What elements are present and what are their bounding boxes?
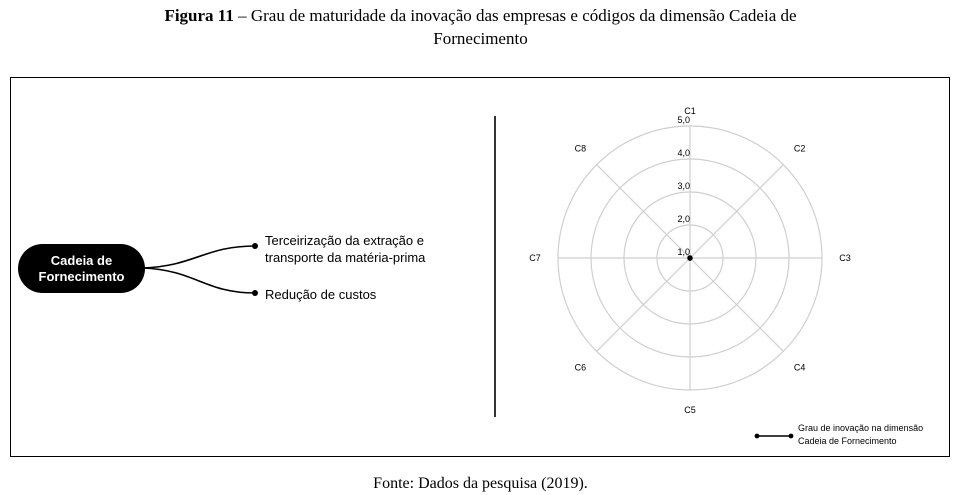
axis-label-C8: C8 bbox=[575, 143, 587, 153]
axis-label-C1: C1 bbox=[684, 106, 696, 116]
tick-label-2: 2,0 bbox=[677, 214, 690, 224]
axis-label-C3: C3 bbox=[839, 253, 851, 263]
connector-branch-2 bbox=[142, 267, 256, 294]
root-label-line2: Fornecimento bbox=[38, 269, 125, 284]
spoke-C4 bbox=[689, 257, 784, 352]
tick-label-5: 5,0 bbox=[677, 115, 690, 125]
mindmap-connectors bbox=[142, 243, 258, 296]
legend-dot-left bbox=[754, 433, 760, 439]
root-label-line1: Cadeia de bbox=[50, 253, 113, 268]
figure-frame bbox=[10, 77, 950, 457]
figure-label: Figura 11 bbox=[164, 6, 234, 25]
axis-label-C5: C5 bbox=[684, 405, 696, 415]
spoke-C8 bbox=[596, 164, 691, 259]
mindmap-branch-2: Redução de custos bbox=[265, 286, 376, 303]
branch-2-line1: Redução de custos bbox=[265, 287, 377, 302]
tick-label-3: 3,0 bbox=[677, 181, 690, 191]
branch-1-line2: transporte da matéria-prima bbox=[265, 250, 426, 265]
figure-title: – Grau de maturidade da inovação das emp… bbox=[238, 6, 797, 25]
chart-legend: Grau de inovação na dimensão Cadeia de F… bbox=[754, 423, 923, 446]
legend-dot-right bbox=[788, 433, 794, 439]
axis-label-C4: C4 bbox=[794, 363, 806, 373]
axis-label-C2: C2 bbox=[794, 143, 806, 153]
tick-label-4: 4,0 bbox=[677, 148, 690, 158]
branch-1-line1: Terceirização da extração e bbox=[265, 233, 424, 248]
spoke-C6 bbox=[596, 257, 691, 352]
figure-source: Fonte: Dados da pesquisa (2019). bbox=[373, 475, 588, 492]
axis-label-C7: C7 bbox=[529, 253, 541, 263]
legend-label-line1: Grau de inovação na dimensão bbox=[798, 423, 923, 433]
connector-branch-1 bbox=[142, 245, 256, 269]
mindmap-root-node: Cadeia de Fornecimento bbox=[18, 244, 145, 293]
tick-label-1: 1,0 bbox=[677, 247, 690, 257]
branch-dot-1 bbox=[252, 243, 258, 249]
mindmap-branch-1: Terceirização da extração e transporte d… bbox=[265, 232, 425, 266]
spoke-C2 bbox=[689, 164, 784, 259]
series-point-C8 bbox=[687, 255, 693, 261]
radar-chart: 1,0 2,0 3,0 4,0 5,0C1 C2 C3 C4 C5 C6 C7 C8 bbox=[529, 106, 851, 415]
axis-label-C6: C6 bbox=[575, 363, 587, 373]
figure-title-line2: Fornecimento bbox=[433, 29, 528, 48]
legend-label-line2: Cadeia de Fornecimento bbox=[798, 436, 897, 446]
branch-dot-2 bbox=[252, 290, 258, 296]
figure-caption: Figura 11 – Grau de maturidade da inovaç… bbox=[0, 4, 961, 50]
